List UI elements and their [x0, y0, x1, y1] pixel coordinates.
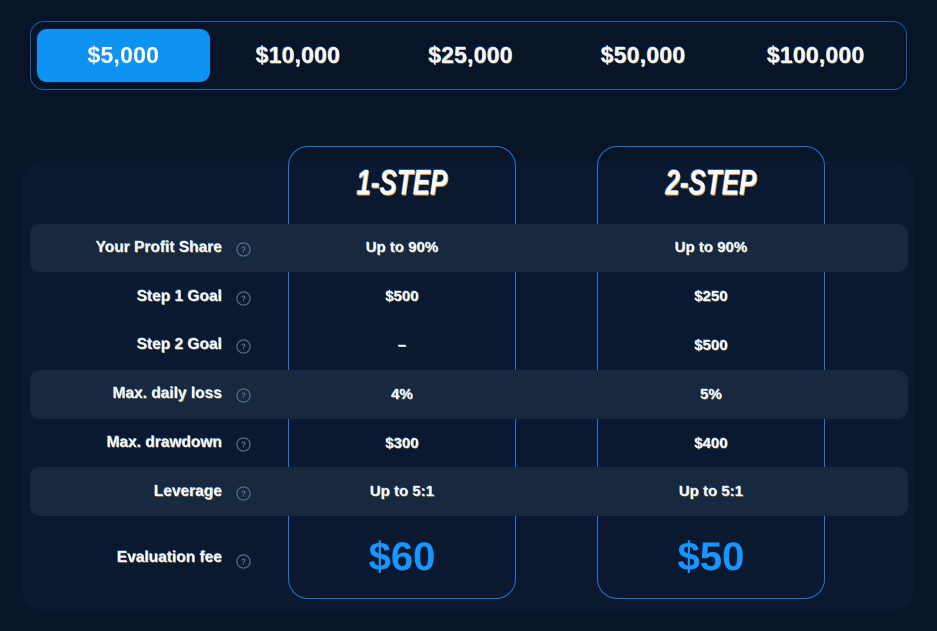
svg-text:?: ?: [241, 558, 246, 567]
svg-text:?: ?: [241, 343, 246, 352]
svg-text:?: ?: [241, 294, 246, 303]
svg-text:?: ?: [241, 245, 246, 254]
svg-text:?: ?: [241, 440, 246, 449]
svg-text:?: ?: [241, 489, 246, 498]
svg-text:?: ?: [241, 392, 246, 401]
